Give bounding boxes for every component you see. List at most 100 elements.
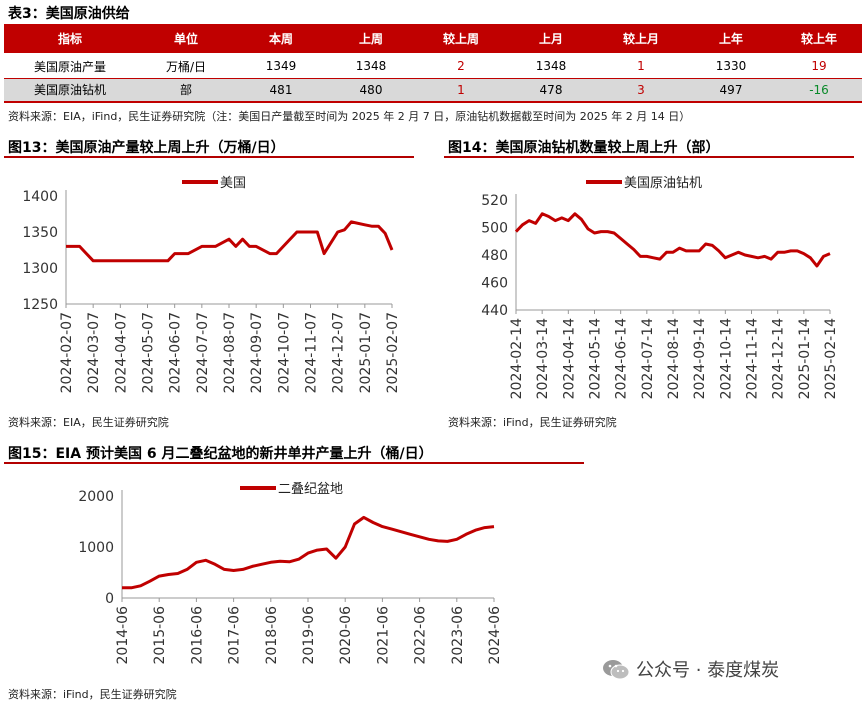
table-cell: 480 — [326, 78, 416, 103]
fig15-source: 资料来源：iFind，民生证券研究院 — [8, 688, 177, 701]
y-tick-label: 0 — [105, 591, 114, 607]
x-tick-label: 2014-06 — [115, 606, 131, 665]
fig14-chart: 440 460 480 500 520 2024-02-14 2024-03-14 2024-… — [481, 176, 839, 399]
fig14-title: 图14：美国原油钻机数量较上周上升（部） — [448, 140, 720, 156]
x-tick-label: 2017-06 — [227, 606, 243, 665]
fig13-source: 资料来源：EIA，民生证券研究院 — [8, 416, 169, 429]
table-cell: 1348 — [506, 54, 596, 79]
x-tick-label: 2023-06 — [450, 606, 466, 665]
x-tick-label: 2024-03-14 — [535, 318, 551, 399]
x-tick-label: 2024-02-14 — [509, 318, 525, 399]
x-tick-label: 2024-08-14 — [666, 318, 682, 399]
table-cell: 部 — [136, 78, 236, 103]
x-tick-label: 2024-12-07 — [331, 312, 347, 393]
x-tick-label: 2024-12-14 — [771, 318, 787, 399]
y-tick-label: 1300 — [22, 261, 58, 277]
y-tick-label: 1350 — [22, 225, 58, 241]
table-row: 美国原油钻机 部 481 480 1 478 3 497 -16 — [4, 78, 862, 103]
y-tick-label: 520 — [481, 193, 508, 209]
table-header-row: 指标 单位 本周 上周 较上周 上月 较上月 上年 较上年 — [4, 24, 862, 55]
x-tick-label: 2016-06 — [189, 606, 205, 665]
x-tick-label: 2020-06 — [338, 606, 354, 665]
x-tick-label: 2024-10-14 — [718, 318, 734, 399]
table-row: 美国原油产量 万桶/日 1349 1348 2 1348 1 1330 19 — [4, 54, 862, 79]
table-cell: 1330 — [686, 54, 776, 79]
series-line — [122, 515, 495, 590]
series-line — [514, 212, 831, 268]
table-cell: 2 — [416, 54, 506, 79]
watermark-text: 公众号 · 泰度煤炭 — [636, 660, 780, 681]
x-tick-label: 2024-10-07 — [276, 312, 292, 393]
x-tick-label: 2024-02-07 — [59, 312, 75, 393]
y-tick-label: 460 — [481, 276, 508, 292]
wechat-icon — [603, 660, 630, 680]
x-tick-label: 2024-08-07 — [222, 312, 238, 393]
fig14-title-rule — [444, 156, 854, 158]
table3-source: 资料来源：EIA，iFind，民生证券研究院（注：美国日产量截至时间为 2025… — [8, 110, 691, 123]
table-cell: 481 — [236, 78, 326, 103]
y-tick-label: 500 — [481, 221, 508, 237]
supply-table: 指标 单位 本周 上周 较上周 上月 较上月 上年 较上年 美国原油产量 万桶/… — [4, 24, 862, 103]
x-tick-label: 2024-05-14 — [588, 318, 604, 399]
col-header: 较上月 — [596, 24, 686, 55]
table-cell: 478 — [506, 78, 596, 103]
table-cell: 万桶/日 — [136, 54, 236, 79]
legend-label: 美国 — [220, 176, 246, 191]
col-header: 较上周 — [416, 24, 506, 55]
fig15-chart: 0 1000 2000 2014-06 2015-06 2016-06 2017-06 201… — [78, 482, 503, 665]
table-cell: 19 — [776, 54, 862, 79]
x-tick-label: 2025-02-07 — [385, 312, 401, 393]
col-header: 指标 — [4, 24, 136, 55]
x-tick-label: 2024-06-07 — [168, 312, 184, 393]
fig15-title-rule — [4, 462, 584, 464]
table-cell: 497 — [686, 78, 776, 103]
x-tick-label: 2024-11-07 — [304, 312, 320, 393]
y-tick-label: 1000 — [78, 540, 114, 556]
x-tick-label: 2025-01-14 — [797, 318, 813, 399]
x-tick-label: 2024-05-07 — [141, 312, 157, 393]
table-cell: -16 — [776, 78, 862, 103]
table-cell: 1 — [416, 78, 506, 103]
table-cell: 美国原油产量 — [4, 54, 136, 79]
table-cell: 3 — [596, 78, 686, 103]
x-tick-label: 2019-06 — [301, 606, 317, 665]
x-tick-label: 2024-07-14 — [640, 318, 656, 399]
legend-label: 美国原油钻机 — [624, 176, 702, 191]
x-tick-label: 2021-06 — [375, 606, 391, 665]
table-cell: 1349 — [236, 54, 326, 79]
table3-title: 表3：美国原油供给 — [8, 6, 130, 22]
legend-label: 二叠纪盆地 — [278, 482, 343, 497]
x-tick-label: 2024-07-07 — [195, 312, 211, 393]
table-cell: 美国原油钻机 — [4, 78, 136, 103]
y-tick-label: 1400 — [22, 189, 58, 205]
y-tick-label: 1250 — [22, 297, 58, 313]
table-cell: 1348 — [326, 54, 416, 79]
x-tick-label: 2025-02-14 — [823, 318, 839, 399]
col-header: 上月 — [506, 24, 596, 55]
x-tick-label: 2024-09-07 — [249, 312, 265, 393]
col-header: 上年 — [686, 24, 776, 55]
x-tick-label: 2018-06 — [264, 606, 280, 665]
y-tick-label: 440 — [481, 303, 508, 319]
fig14-source: 资料来源：iFind，民生证券研究院 — [448, 416, 617, 429]
x-tick-label: 2015-06 — [152, 606, 168, 665]
col-header: 单位 — [136, 24, 236, 55]
col-header: 上周 — [326, 24, 416, 55]
x-tick-label: 2024-09-14 — [692, 318, 708, 399]
col-header: 本周 — [236, 24, 326, 55]
y-tick-label: 2000 — [78, 489, 114, 505]
x-tick-label: 2024-03-07 — [86, 312, 102, 393]
x-tick-label: 2024-11-14 — [745, 318, 761, 399]
fig13-title: 图13：美国原油产量较上周上升（万桶/日） — [8, 140, 285, 156]
col-header: 较上年 — [776, 24, 862, 55]
x-tick-label: 2025-01-07 — [358, 312, 374, 393]
x-tick-label: 2024-06 — [487, 606, 503, 665]
series-line — [66, 220, 394, 263]
table-cell: 1 — [596, 54, 686, 79]
y-tick-label: 480 — [481, 248, 508, 264]
x-tick-label: 2022-06 — [413, 606, 429, 665]
x-tick-label: 2024-04-07 — [113, 312, 129, 393]
fig15-title: 图15：EIA 预计美国 6 月二叠纪盆地的新井单井产量上升（桶/日） — [8, 446, 433, 462]
fig13-title-rule — [4, 156, 414, 158]
x-tick-label: 2024-06-14 — [614, 318, 630, 399]
